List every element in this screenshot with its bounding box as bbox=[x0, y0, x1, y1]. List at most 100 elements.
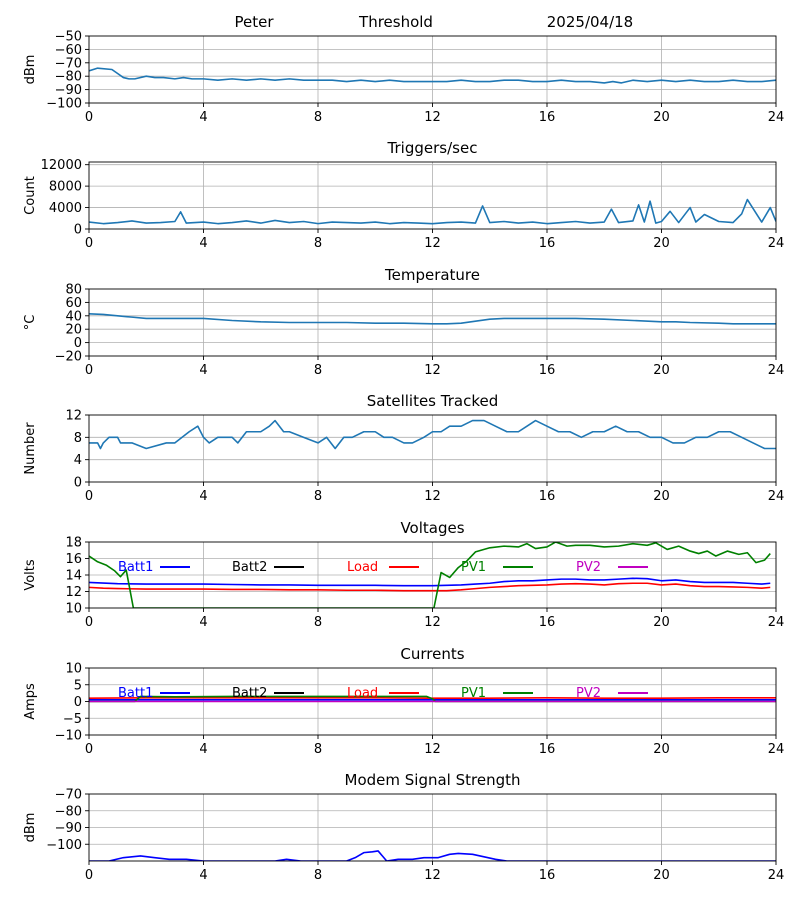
panel-title: Voltages bbox=[400, 519, 464, 537]
y-tick-label: −70 bbox=[55, 788, 82, 803]
y-tick-label: −80 bbox=[55, 804, 82, 819]
y-tick-label: 0 bbox=[74, 336, 82, 351]
x-tick-label: 24 bbox=[768, 363, 785, 378]
x-tick-label: 16 bbox=[539, 363, 556, 378]
x-tick-label: 4 bbox=[199, 615, 207, 630]
y-tick-label: 5 bbox=[74, 678, 82, 693]
x-tick-label: 0 bbox=[85, 110, 93, 125]
legend-label-batt1: Batt1 bbox=[118, 686, 153, 701]
y-tick-label: −10 bbox=[55, 729, 82, 744]
y-tick-label: −80 bbox=[55, 70, 82, 85]
y-axis-label: Amps bbox=[23, 683, 38, 720]
x-tick-label: 24 bbox=[768, 110, 785, 125]
y-tick-label: −100 bbox=[46, 97, 82, 112]
legend-label-pv1: PV1 bbox=[461, 686, 486, 701]
y-axis-label: Number bbox=[23, 422, 38, 475]
y-tick-label: 8 bbox=[74, 431, 82, 446]
y-tick-label: 60 bbox=[65, 296, 82, 311]
legend-label-pv2: PV2 bbox=[576, 686, 601, 701]
x-tick-label: 0 bbox=[85, 489, 93, 504]
x-tick-label: 4 bbox=[199, 742, 207, 757]
y-axis-label: Volts bbox=[23, 559, 38, 591]
x-tick-label: 0 bbox=[85, 868, 93, 883]
x-tick-label: 0 bbox=[85, 742, 93, 757]
header-station: Peter bbox=[234, 13, 274, 31]
y-tick-label: 0 bbox=[74, 695, 82, 710]
x-tick-label: 20 bbox=[653, 489, 670, 504]
x-tick-label: 0 bbox=[85, 363, 93, 378]
panel-title: Temperature bbox=[384, 266, 480, 284]
legend-label-pv1: PV1 bbox=[461, 560, 486, 575]
y-tick-label: −50 bbox=[55, 30, 82, 45]
x-tick-label: 24 bbox=[768, 236, 785, 251]
x-tick-label: 12 bbox=[424, 489, 441, 504]
y-tick-label: −90 bbox=[55, 83, 82, 98]
y-tick-label: −100 bbox=[46, 838, 82, 853]
y-tick-label: 12 bbox=[65, 409, 82, 424]
x-tick-label: 8 bbox=[314, 615, 322, 630]
x-tick-label: 20 bbox=[653, 363, 670, 378]
x-tick-label: 12 bbox=[424, 236, 441, 251]
y-tick-label: 12 bbox=[65, 585, 82, 600]
header-mode: Threshold bbox=[358, 13, 433, 31]
x-tick-label: 12 bbox=[424, 110, 441, 125]
legend-label-pv2: PV2 bbox=[576, 560, 601, 575]
y-tick-label: 18 bbox=[65, 536, 82, 551]
x-tick-label: 20 bbox=[653, 236, 670, 251]
y-tick-label: 20 bbox=[65, 323, 82, 338]
x-tick-label: 20 bbox=[653, 110, 670, 125]
y-tick-label: 10 bbox=[65, 602, 82, 617]
legend-label-load: Load bbox=[347, 560, 378, 575]
y-tick-label: −60 bbox=[55, 43, 82, 58]
legend-label-load: Load bbox=[347, 686, 378, 701]
y-axis-label: dBm bbox=[23, 813, 38, 843]
legend-label-batt2: Batt2 bbox=[232, 560, 267, 575]
x-tick-label: 4 bbox=[199, 363, 207, 378]
y-tick-label: 14 bbox=[65, 569, 82, 584]
x-tick-label: 20 bbox=[653, 742, 670, 757]
y-tick-label: −5 bbox=[63, 712, 82, 727]
x-tick-label: 8 bbox=[314, 868, 322, 883]
panel-title: Currents bbox=[400, 645, 464, 663]
x-tick-label: 0 bbox=[85, 615, 93, 630]
x-tick-label: 24 bbox=[768, 742, 785, 757]
x-tick-label: 8 bbox=[314, 363, 322, 378]
legend-label-batt2: Batt2 bbox=[232, 686, 267, 701]
y-axis-label: Count bbox=[23, 176, 38, 215]
y-tick-label: 12000 bbox=[41, 158, 82, 173]
y-tick-label: −70 bbox=[55, 56, 82, 71]
y-tick-label: 4 bbox=[74, 453, 82, 468]
y-tick-label: 80 bbox=[65, 283, 82, 298]
x-tick-label: 12 bbox=[424, 742, 441, 757]
legend-label-batt1: Batt1 bbox=[118, 560, 153, 575]
x-tick-label: 16 bbox=[539, 236, 556, 251]
x-tick-label: 8 bbox=[314, 236, 322, 251]
x-tick-label: 24 bbox=[768, 615, 785, 630]
x-tick-label: 4 bbox=[199, 236, 207, 251]
y-axis-label: °C bbox=[23, 315, 38, 331]
y-tick-label: 4000 bbox=[49, 201, 82, 216]
header-date: 2025/04/18 bbox=[547, 13, 633, 31]
x-tick-label: 16 bbox=[539, 615, 556, 630]
x-tick-label: 20 bbox=[653, 615, 670, 630]
y-tick-label: −90 bbox=[55, 821, 82, 836]
y-tick-label: 40 bbox=[65, 309, 82, 324]
x-tick-label: 16 bbox=[539, 868, 556, 883]
panel-title: Satellites Tracked bbox=[367, 392, 498, 410]
y-tick-label: 0 bbox=[74, 476, 82, 491]
x-tick-label: 8 bbox=[314, 110, 322, 125]
y-tick-label: 16 bbox=[65, 552, 82, 567]
x-tick-label: 16 bbox=[539, 110, 556, 125]
x-tick-label: 8 bbox=[314, 742, 322, 757]
x-tick-label: 12 bbox=[424, 868, 441, 883]
x-tick-label: 20 bbox=[653, 868, 670, 883]
x-tick-label: 24 bbox=[768, 868, 785, 883]
y-tick-label: 10 bbox=[65, 662, 82, 677]
y-tick-label: −20 bbox=[55, 350, 82, 365]
y-tick-label: 0 bbox=[74, 223, 82, 238]
x-tick-label: 16 bbox=[539, 489, 556, 504]
x-tick-label: 12 bbox=[424, 615, 441, 630]
